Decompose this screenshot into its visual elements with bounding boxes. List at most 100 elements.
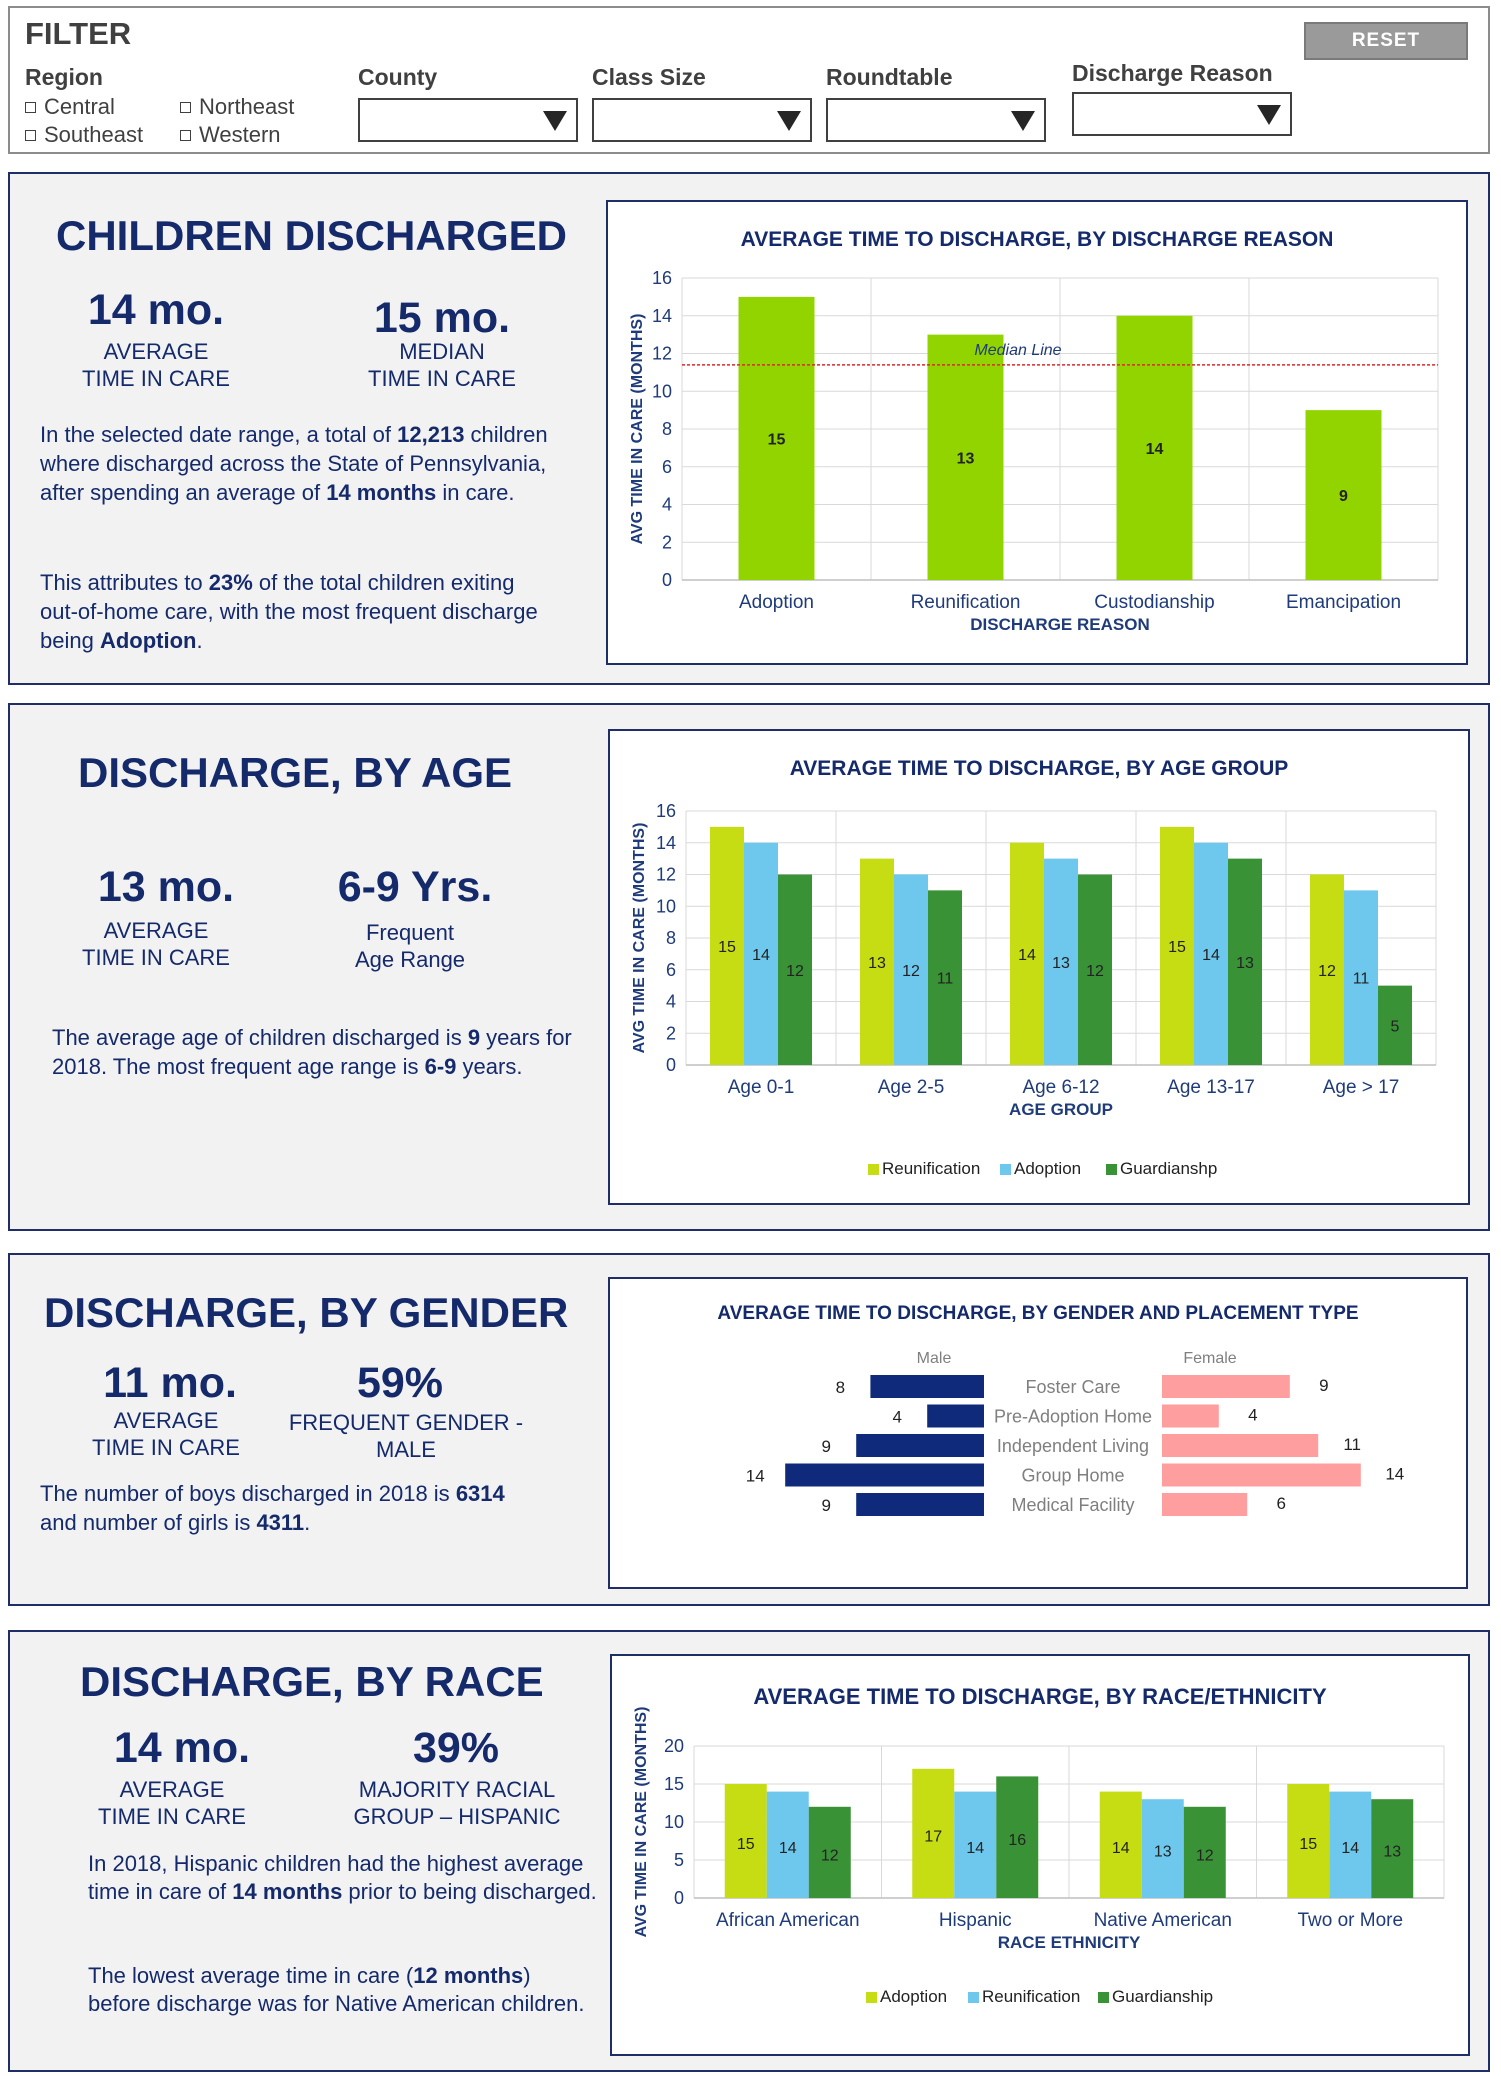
bar [710,826,744,1065]
bar [894,874,928,1065]
data-label: 14 [1385,1465,1404,1484]
filter-panel: FILTER Region Central Northeast Southeas… [8,6,1490,154]
kpi-gender-label: FREQUENT GENDER - MALE [288,1410,524,1462]
section-title: CHILDREN DISCHARGED [56,212,568,259]
bar [1378,985,1412,1065]
bar [1329,1791,1372,1898]
bar [1160,826,1194,1065]
x-tick-label: Emancipation [1286,592,1401,613]
y-tick-label: 4 [662,495,672,515]
x-tick-label: Age 2-5 [878,1077,945,1098]
region-checkbox-southeast[interactable]: Southeast [25,122,143,148]
dropdown-arrow-icon [1011,111,1035,131]
chart-reason: 0 2 4 6 8 10 12 14 16 15 Adoption 13 Reunification 14… [629,268,1439,634]
y-axis-title: AVG TIME IN CARE (MONTHS) [631,823,648,1054]
y-tick-label: 14 [652,306,672,326]
category-label: Group Home [1021,1466,1124,1486]
legend-label: Reunification [882,1159,980,1178]
y-tick-label: 2 [662,532,672,552]
bar [1344,890,1378,1065]
x-axis-title: AGE GROUP [1009,1100,1113,1119]
x-tick-label: Age > 17 [1323,1077,1400,1098]
kpi-median-value: 15 mo. [373,294,511,342]
county-dropdown[interactable] [358,98,578,142]
bar [912,1768,955,1898]
bar [738,296,815,580]
bar [927,1404,984,1428]
chart-panel-gender: AVERAGE TIME TO DISCHARGE, BY GENDER AND… [608,1277,1468,1589]
region-checkbox-central[interactable]: Central [25,94,115,120]
x-tick-label: Native American [1094,1910,1232,1931]
data-label: 9 [1339,488,1348,505]
legend-label: Adoption [880,1987,947,2006]
region-label: Region [25,64,103,90]
bar [1162,1434,1319,1457]
data-label: 14 [1018,947,1036,964]
chart-title: AVERAGE TIME TO DISCHARGE, BY GENDER AND… [717,1303,1359,1324]
data-label: 15 [1168,939,1186,956]
data-label: 12 [821,1847,839,1864]
discharge-reason-label: Discharge Reason [1072,60,1273,86]
legend-label: Female [1183,1350,1236,1367]
bar [1228,858,1262,1065]
discharge-by-age-section: DISCHARGE, BY AGE 13 mo. AVERAGE TIME IN … [8,703,1490,1231]
data-label: 12 [902,963,920,980]
y-axis-title: AVG TIME IN CARE (MONTHS) [629,314,646,545]
y-tick-label: 10 [652,381,672,401]
bar [1099,1791,1142,1898]
bar [870,1375,984,1398]
class-size-dropdown[interactable] [592,98,812,142]
bar [1310,874,1344,1065]
summary-paragraph: The average age of children discharged i… [52,1025,572,1079]
y-tick-label: 4 [666,992,676,1012]
legend-label: Adoption [1014,1159,1081,1178]
x-tick-label: Adoption [739,592,814,613]
x-tick-label: Custodianship [1094,592,1214,613]
checkbox-icon [25,101,36,113]
reset-button[interactable]: RESET [1304,22,1468,60]
kpi-average-label: AVERAGE TIME IN CARE [82,339,230,391]
kpi-race-value: 39% [412,1724,500,1772]
region-checkbox-northeast[interactable]: Northeast [180,94,294,120]
dropdown-arrow-icon [777,111,801,131]
y-tick-label: 20 [664,1736,684,1756]
data-label: 14 [746,1467,765,1486]
discharge-reason-dropdown[interactable] [1072,92,1292,136]
data-label: 11 [937,971,954,988]
bar [860,858,894,1065]
y-tick-label: 15 [664,1774,684,1794]
chart-panel-reason: AVERAGE TIME TO DISCHARGE, BY DISCHARGE … [606,200,1468,665]
summary-paragraph-1: In 2018, Hispanic children had the highe… [88,1851,597,1904]
data-label: 13 [1383,1844,1401,1861]
section-title: DISCHARGE, BY GENDER [44,1289,569,1336]
legend-label: Guardianship [1112,1987,1213,2006]
section-title: DISCHARGE, BY RACE [80,1658,544,1705]
region-checkbox-western[interactable]: Western [180,122,281,148]
y-tick-label: 16 [652,268,672,288]
legend-label: Reunification [982,1987,1080,2006]
county-label: County [358,64,438,90]
x-tick-label: Two or More [1297,1910,1403,1931]
bar [724,1784,767,1898]
chart-title: AVERAGE TIME TO DISCHARGE, BY RACE/ETHNI… [753,1684,1327,1709]
data-label: 13 [868,955,886,972]
bar [1371,1799,1414,1898]
y-tick-label: 14 [656,833,676,853]
roundtable-dropdown[interactable] [826,98,1046,142]
x-axis-title: RACE ETHNICITY [998,1933,1141,1952]
legend-swatch [968,1992,979,2003]
bar [954,1791,997,1898]
bar [1305,410,1382,580]
data-label: 14 [779,1840,797,1857]
bar [1010,842,1044,1065]
median-line-label: Median Line [974,342,1061,359]
bar [778,874,812,1065]
x-tick-label: African American [716,1910,860,1931]
kpi-gender-value: 59% [356,1359,444,1407]
data-label: 15 [737,1836,755,1853]
kpi-age-range-value: 6-9 Yrs. [337,863,493,911]
data-label: 14 [1146,441,1164,458]
y-tick-label: 2 [666,1023,676,1043]
y-tick-label: 0 [662,570,672,590]
data-label: 12 [1086,963,1104,980]
